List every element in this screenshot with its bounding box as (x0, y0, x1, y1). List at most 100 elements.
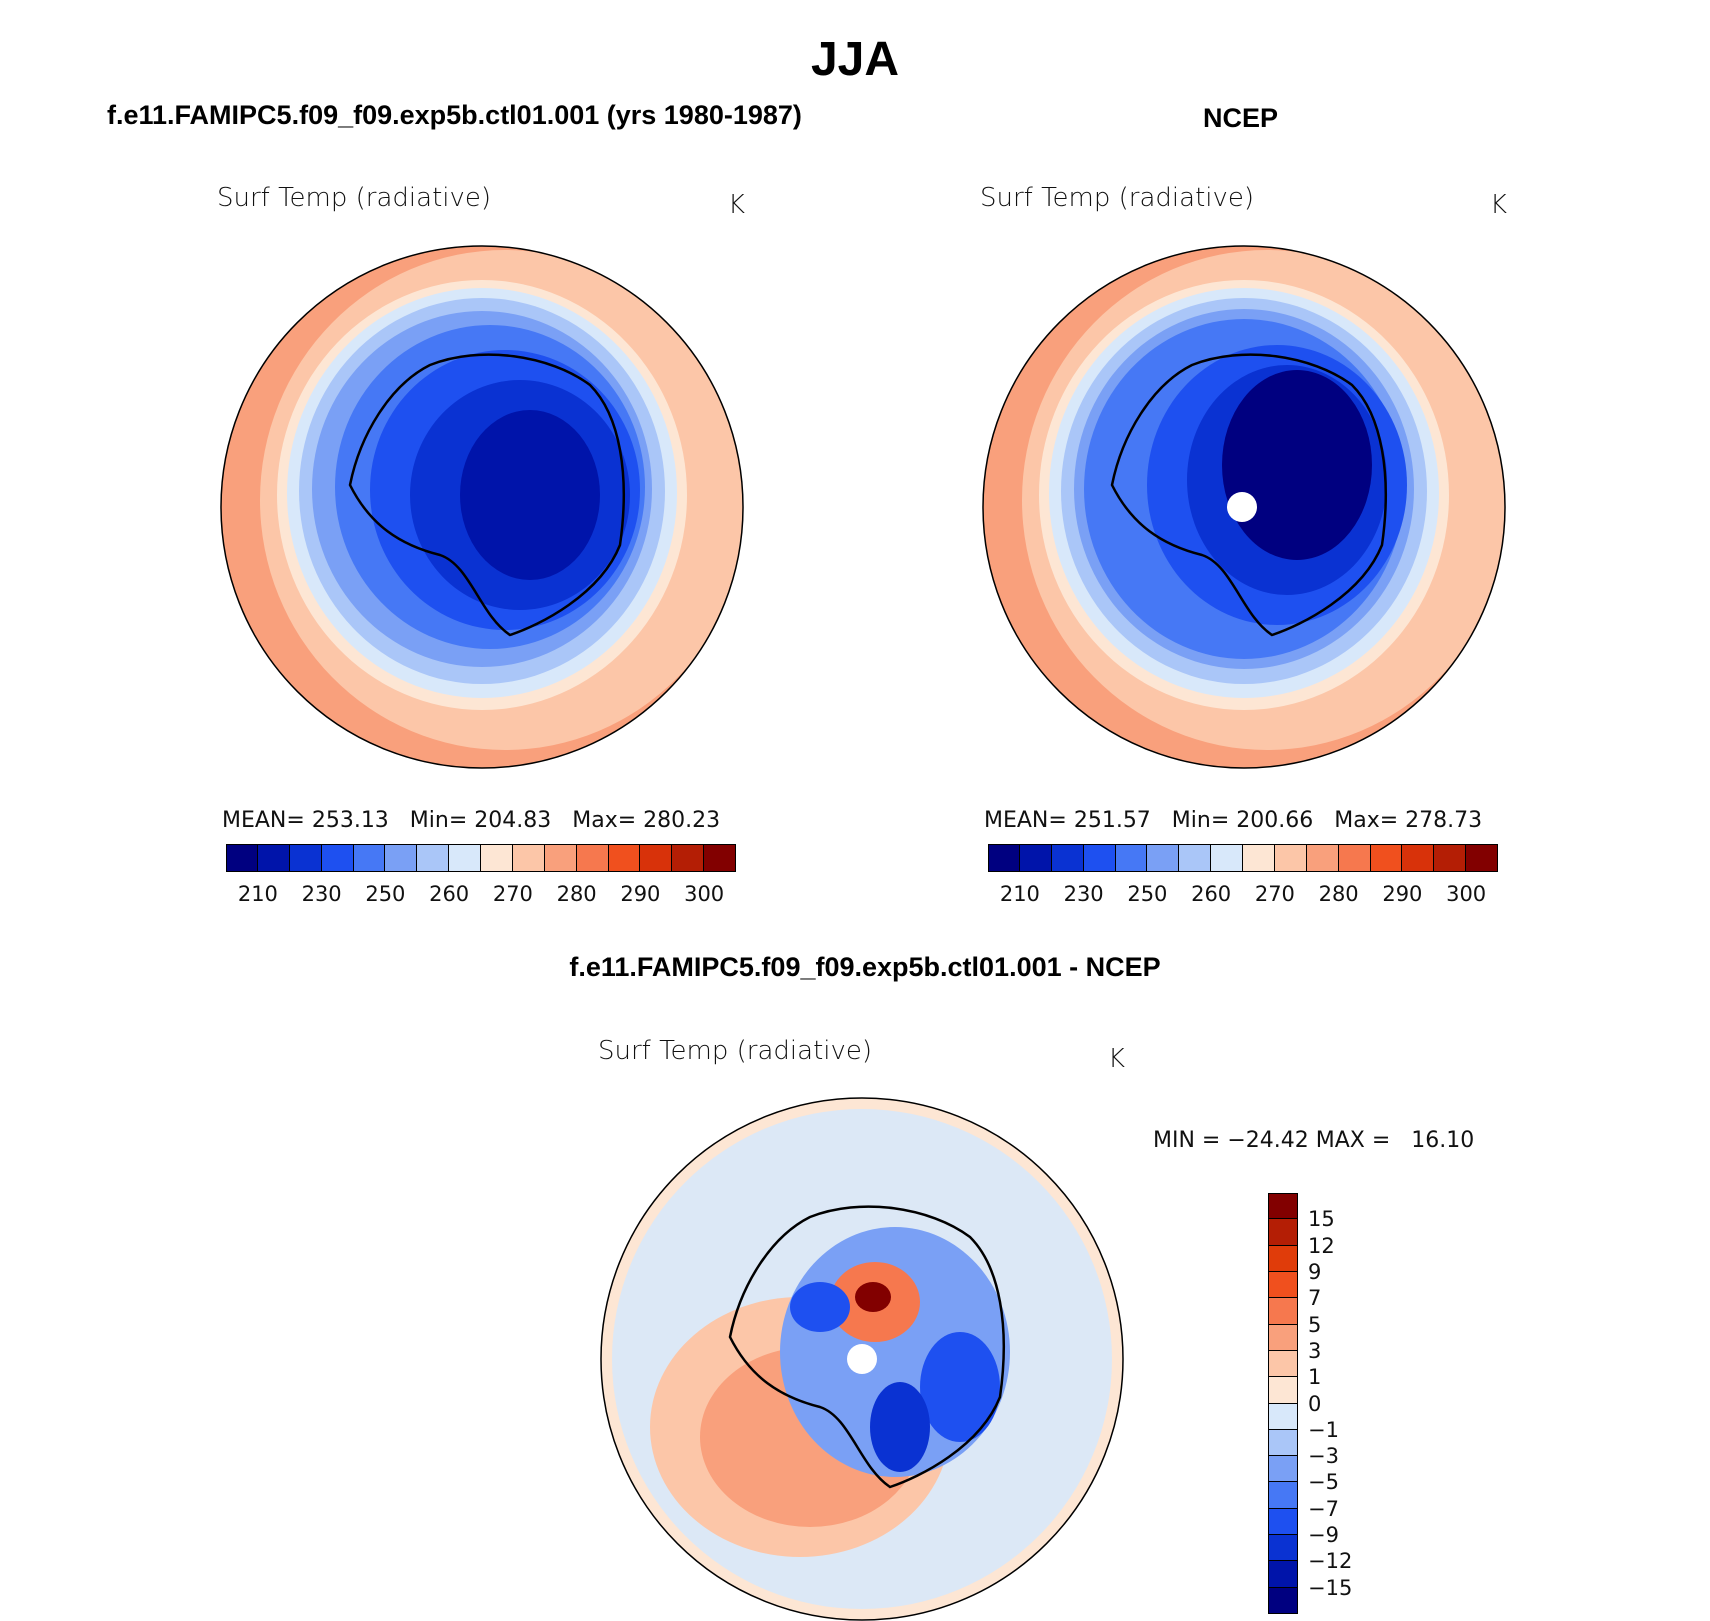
colorbar-tick-label: 210 (999, 882, 1040, 906)
colorbar-swatch (1268, 1482, 1298, 1509)
colorbar-swatch (1243, 844, 1275, 872)
diff-variable-label: Surf Temp (radiative) (598, 1036, 873, 1066)
colorbar-tick-label: 290 (620, 882, 661, 906)
colorbar-tick-label: 12 (1308, 1233, 1335, 1258)
model-variable-label: Surf Temp (radiative) (217, 183, 492, 213)
colorbar-swatch (1338, 844, 1371, 872)
colorbar-swatch (1268, 1324, 1298, 1351)
colorbar-tick-label: 250 (365, 882, 406, 906)
colorbar-tick-label: 3 (1308, 1338, 1322, 1363)
colorbar-tick-label: 250 (1127, 882, 1168, 906)
colorbar-swatch (481, 844, 513, 872)
colorbar-swatch (1147, 844, 1180, 872)
colorbar-swatch (1268, 1350, 1298, 1378)
obs-colorbar-ticks: 210 230 250 260 270 280 290 300 (988, 882, 1498, 906)
diff-cold-anomaly (870, 1382, 930, 1472)
colorbar-swatch (1268, 1245, 1298, 1272)
colorbar-swatch (321, 844, 354, 872)
colorbar-swatch (1019, 844, 1052, 872)
obs-panel-title: NCEP (1203, 103, 1279, 133)
colorbar-swatch (1268, 1429, 1298, 1457)
model-units-label: K (728, 190, 746, 220)
colorbar-swatch (1268, 1456, 1298, 1483)
colorbar-swatch (1466, 844, 1498, 872)
colorbar-tick-label: 5 (1308, 1312, 1322, 1337)
colorbar-tick-label: 230 (301, 882, 342, 906)
colorbar-swatch (1051, 844, 1084, 872)
colorbar-swatch (1434, 844, 1467, 872)
diff-panel-title: f.e11.FAMIPC5.f09_f09.exp5b.ctl01.001 - … (569, 952, 1161, 982)
colorbar-tick-label: −5 (1308, 1470, 1339, 1495)
colorbar-swatch (1274, 844, 1307, 872)
obs-pole-hole (1227, 492, 1257, 522)
colorbar-swatch (988, 844, 1020, 872)
colorbar-swatch (640, 844, 673, 872)
colorbar-tick-label: −1 (1308, 1417, 1339, 1442)
colorbar-tick-label: −12 (1308, 1549, 1353, 1574)
diff-colorbar-ticks: 15 12 9 7 5 3 1 0 −1 −3 −5 −7 −9 −12 −15 (1308, 1193, 1388, 1614)
obs-variable-label: Surf Temp (radiative) (980, 183, 1255, 213)
model-polar-map (220, 245, 744, 769)
obs-polar-map (982, 245, 1506, 769)
colorbar-swatch (1268, 1403, 1298, 1430)
model-stats: MEAN= 253.13 Min= 204.83 Max= 280.23 (222, 808, 721, 833)
colorbar-swatch (1211, 844, 1243, 872)
colorbar-swatch (226, 844, 258, 872)
colorbar-tick-label: 210 (237, 882, 278, 906)
colorbar-tick-label: 270 (1254, 882, 1295, 906)
colorbar-tick-label: 15 (1308, 1207, 1335, 1232)
colorbar-swatch (608, 844, 641, 872)
figure-title: JJA (810, 33, 900, 86)
colorbar-swatch (1268, 1193, 1298, 1220)
colorbar-tick-label: −15 (1308, 1575, 1353, 1600)
model-cold-core (460, 410, 600, 580)
colorbar-tick-label: −7 (1308, 1496, 1339, 1521)
colorbar-swatch (1268, 1298, 1298, 1325)
colorbar-tick-label: 7 (1308, 1286, 1322, 1311)
colorbar-tick-label: 280 (1318, 882, 1359, 906)
colorbar-swatch (385, 844, 418, 872)
colorbar-swatch (1268, 1377, 1298, 1404)
obs-units-label: K (1490, 190, 1508, 220)
colorbar-swatch (257, 844, 290, 872)
colorbar-swatch (512, 844, 545, 872)
colorbar-tick-label: 290 (1382, 882, 1423, 906)
colorbar-swatch (576, 844, 609, 872)
colorbar-tick-label: 280 (556, 882, 597, 906)
colorbar-swatch (1115, 844, 1148, 872)
colorbar-swatch (1268, 1508, 1298, 1536)
diff-colorbar (1268, 1193, 1298, 1614)
obs-cold-core (1222, 370, 1372, 560)
colorbar-swatch (449, 844, 481, 872)
diff-polar-map (600, 1097, 1124, 1621)
colorbar-tick-label: 260 (1191, 882, 1232, 906)
colorbar-swatch (1268, 1535, 1298, 1562)
colorbar-tick-label: −3 (1308, 1444, 1339, 1469)
colorbar-swatch (289, 844, 322, 872)
colorbar-swatch (1179, 844, 1212, 872)
colorbar-swatch (704, 844, 736, 872)
colorbar-tick-label: 0 (1308, 1391, 1322, 1416)
colorbar-swatch (1268, 1587, 1298, 1614)
colorbar-swatch (1083, 844, 1116, 872)
colorbar-swatch (1268, 1561, 1298, 1588)
diff-pole-hole (847, 1344, 877, 1374)
colorbar-swatch (417, 844, 450, 872)
colorbar-swatch (1370, 844, 1403, 872)
obs-colorbar (988, 844, 1498, 872)
model-colorbar (226, 844, 736, 872)
diff-units-label: K (1108, 1044, 1126, 1074)
colorbar-tick-label: −9 (1308, 1523, 1339, 1548)
colorbar-tick-label: 1 (1308, 1365, 1322, 1390)
colorbar-swatch (544, 844, 577, 872)
model-colorbar-ticks: 210 230 250 260 270 280 290 300 (226, 882, 736, 906)
obs-stats: MEAN= 251.57 Min= 200.66 Max= 278.73 (984, 808, 1483, 833)
model-panel-title: f.e11.FAMIPC5.f09_f09.exp5b.ctl01.001 (y… (107, 100, 802, 130)
colorbar-tick-label: 9 (1308, 1259, 1322, 1284)
colorbar-swatch (1268, 1271, 1298, 1299)
colorbar-tick-label: 230 (1063, 882, 1104, 906)
colorbar-swatch (672, 844, 705, 872)
colorbar-tick-label: 300 (1446, 882, 1487, 906)
colorbar-tick-label: 270 (492, 882, 533, 906)
colorbar-tick-label: 260 (429, 882, 470, 906)
